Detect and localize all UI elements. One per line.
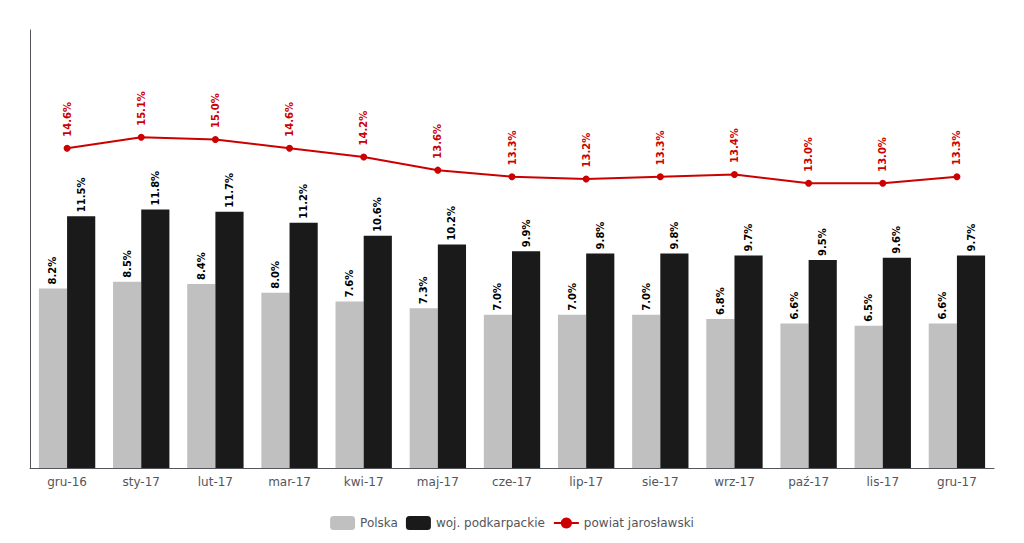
svg-text:8.4%: 8.4% bbox=[196, 252, 207, 280]
svg-text:Polska: Polska bbox=[360, 516, 398, 530]
svg-text:15.1%: 15.1% bbox=[136, 91, 147, 126]
svg-text:13.3%: 13.3% bbox=[655, 131, 666, 166]
svg-text:powiat jarosławski: powiat jarosławski bbox=[584, 516, 694, 530]
svg-text:mar-17: mar-17 bbox=[268, 475, 311, 489]
svg-text:7.3%: 7.3% bbox=[418, 276, 429, 304]
svg-text:9.8%: 9.8% bbox=[595, 222, 606, 250]
svg-text:11.7%: 11.7% bbox=[224, 173, 235, 208]
svg-text:9.8%: 9.8% bbox=[669, 222, 680, 250]
svg-text:11.5%: 11.5% bbox=[76, 177, 87, 212]
svg-text:13.2%: 13.2% bbox=[581, 133, 592, 168]
svg-text:6.5%: 6.5% bbox=[863, 294, 874, 322]
svg-text:10.2%: 10.2% bbox=[446, 206, 457, 241]
svg-text:15.0%: 15.0% bbox=[210, 93, 221, 128]
svg-text:6.6%: 6.6% bbox=[937, 292, 948, 320]
svg-text:lis-17: lis-17 bbox=[867, 475, 900, 489]
svg-text:7.0%: 7.0% bbox=[641, 283, 652, 311]
svg-text:woj. podkarpackie: woj. podkarpackie bbox=[436, 516, 545, 530]
svg-text:9.9%: 9.9% bbox=[521, 219, 532, 247]
svg-text:8.0%: 8.0% bbox=[270, 261, 281, 289]
svg-text:gru-16: gru-16 bbox=[47, 475, 87, 489]
svg-text:gru-17: gru-17 bbox=[937, 475, 977, 489]
svg-text:8.2%: 8.2% bbox=[47, 257, 58, 285]
svg-text:9.6%: 9.6% bbox=[891, 226, 902, 254]
svg-text:6.6%: 6.6% bbox=[789, 292, 800, 320]
svg-text:14.2%: 14.2% bbox=[358, 111, 369, 146]
svg-text:sty-17: sty-17 bbox=[123, 475, 160, 489]
svg-text:13.0%: 13.0% bbox=[877, 137, 888, 172]
svg-text:13.3%: 13.3% bbox=[507, 131, 518, 166]
svg-text:9.7%: 9.7% bbox=[743, 224, 754, 252]
svg-text:8.5%: 8.5% bbox=[122, 250, 133, 278]
svg-text:13.6%: 13.6% bbox=[432, 124, 443, 159]
svg-text:paź-17: paź-17 bbox=[788, 475, 829, 489]
svg-text:7.6%: 7.6% bbox=[344, 270, 355, 298]
svg-text:13.3%: 13.3% bbox=[951, 131, 962, 166]
svg-text:9.5%: 9.5% bbox=[817, 228, 828, 256]
svg-text:13.0%: 13.0% bbox=[803, 137, 814, 172]
svg-text:wrz-17: wrz-17 bbox=[714, 475, 755, 489]
svg-text:6.8%: 6.8% bbox=[715, 287, 726, 315]
svg-text:9.7%: 9.7% bbox=[966, 224, 977, 252]
svg-text:maj-17: maj-17 bbox=[417, 475, 459, 489]
svg-text:7.0%: 7.0% bbox=[492, 283, 503, 311]
svg-text:cze-17: cze-17 bbox=[492, 475, 532, 489]
svg-text:lip-17: lip-17 bbox=[569, 475, 603, 489]
svg-text:10.6%: 10.6% bbox=[372, 197, 383, 232]
svg-text:11.2%: 11.2% bbox=[298, 184, 309, 219]
svg-text:13.4%: 13.4% bbox=[729, 128, 740, 163]
svg-text:11.8%: 11.8% bbox=[150, 171, 161, 206]
svg-text:14.6%: 14.6% bbox=[284, 102, 295, 137]
svg-text:sie-17: sie-17 bbox=[642, 475, 679, 489]
svg-text:kwi-17: kwi-17 bbox=[344, 475, 384, 489]
svg-text:lut-17: lut-17 bbox=[198, 475, 233, 489]
svg-text:7.0%: 7.0% bbox=[567, 283, 578, 311]
svg-text:14.6%: 14.6% bbox=[62, 102, 73, 137]
